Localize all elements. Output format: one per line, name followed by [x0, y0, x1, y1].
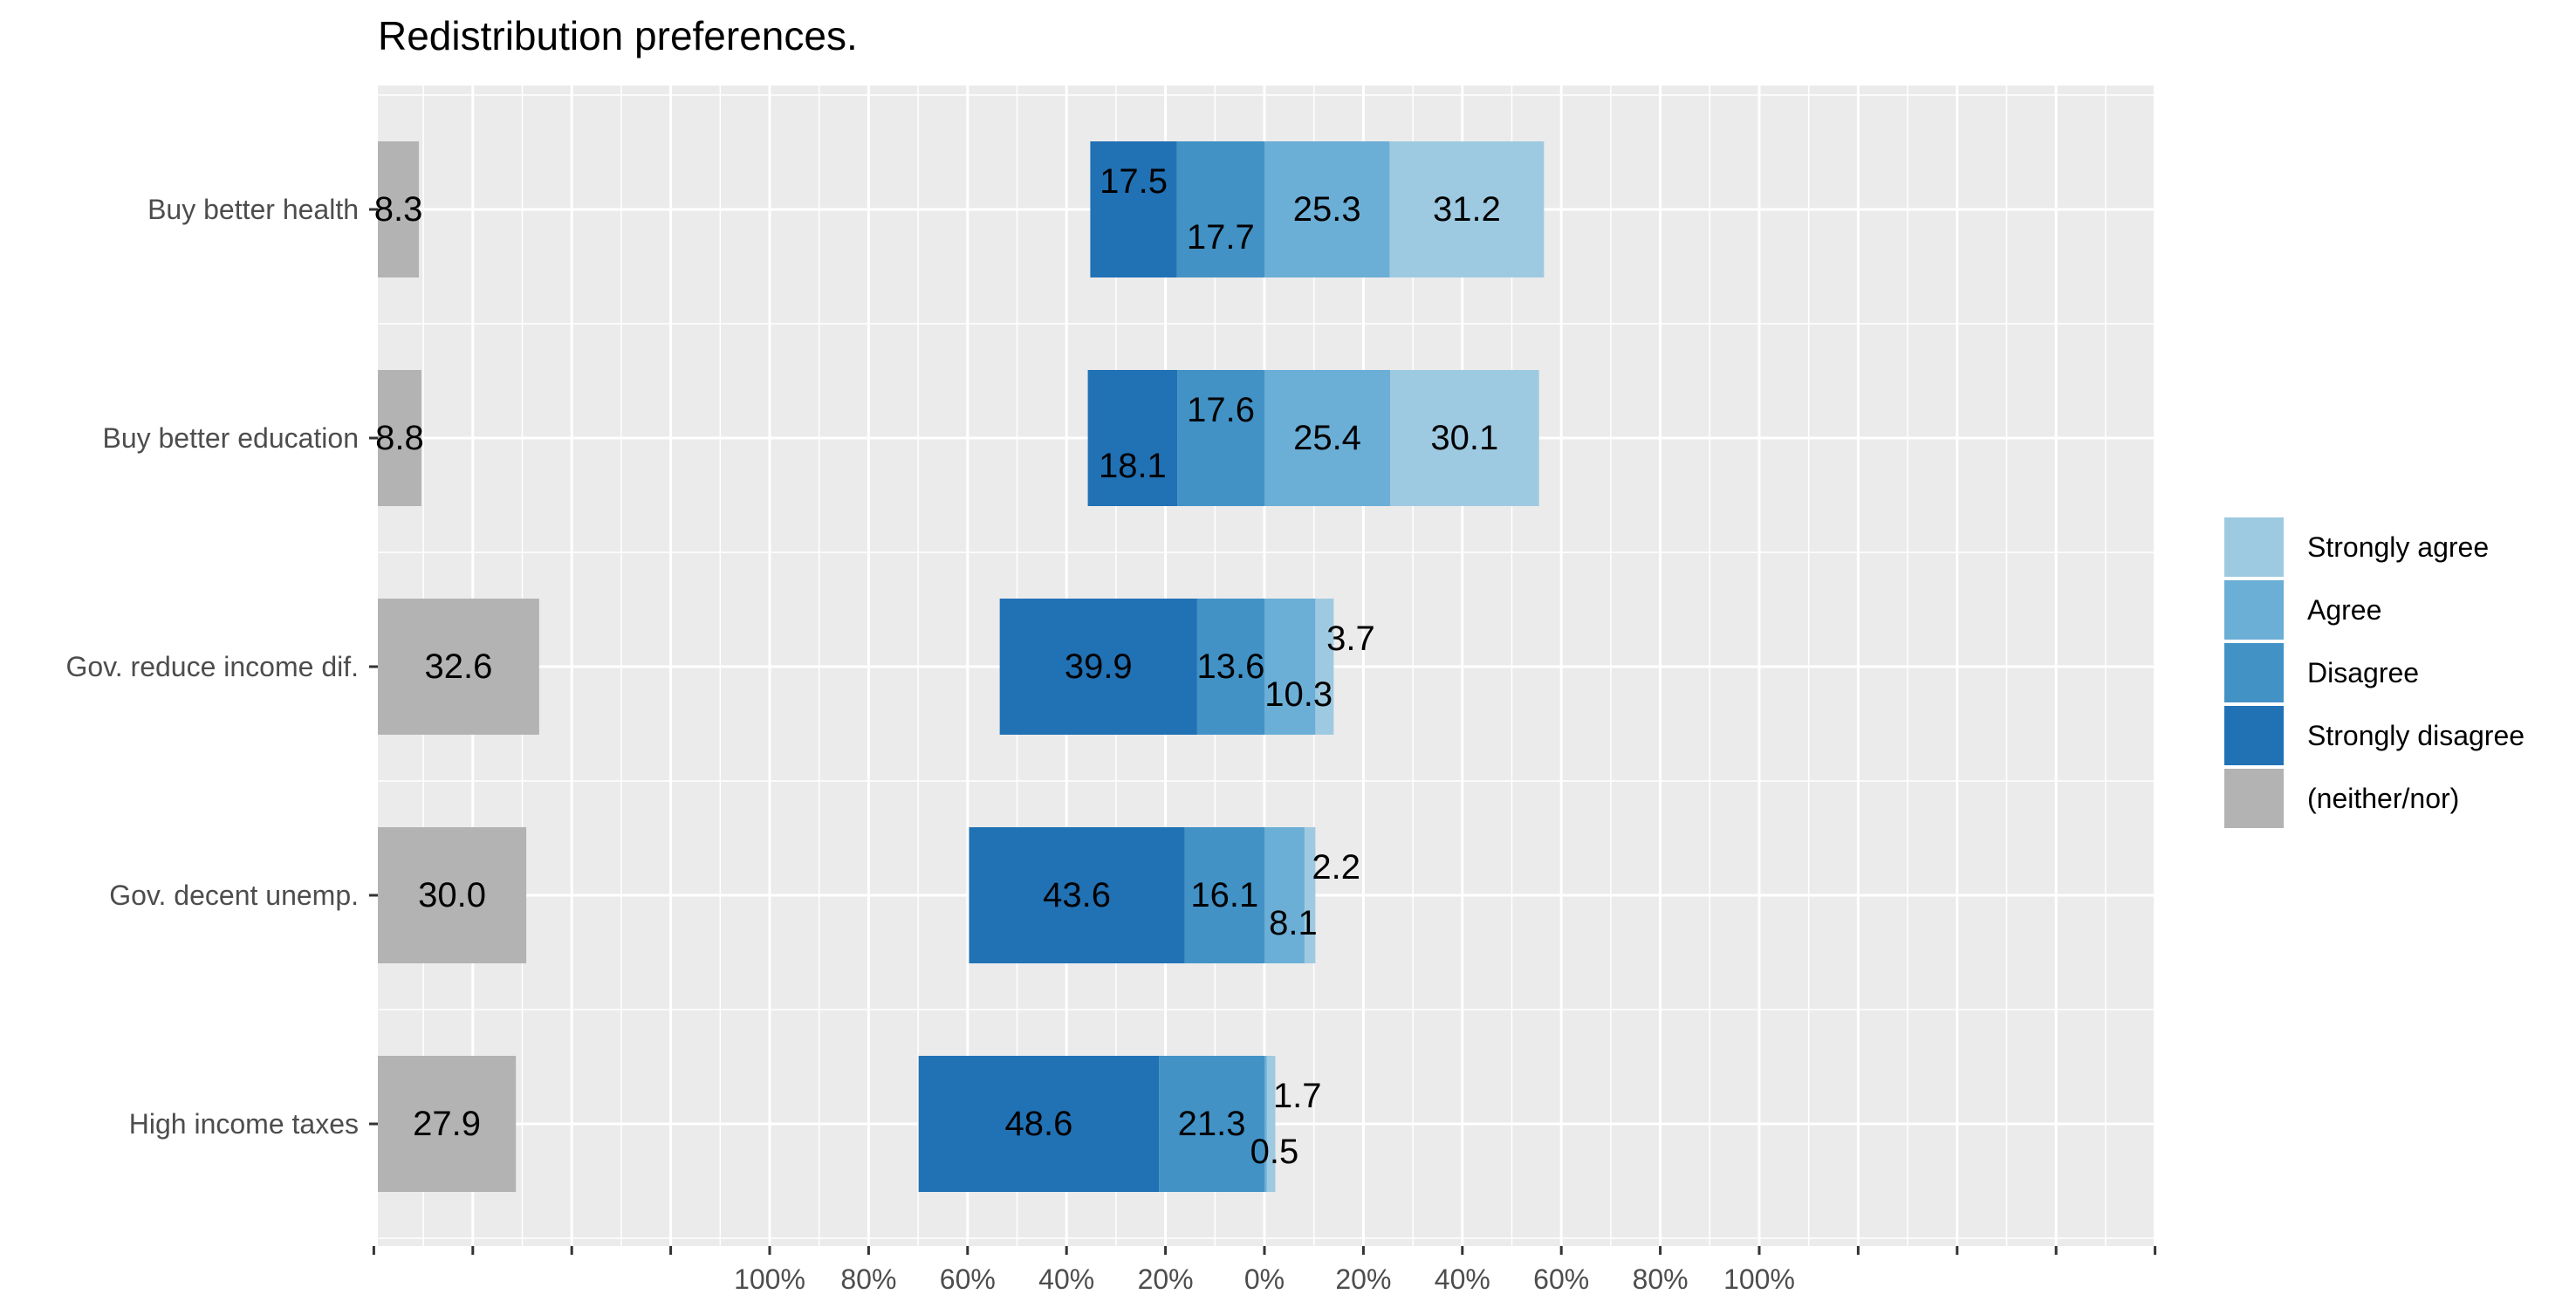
- bar-agree: [1264, 1056, 1267, 1192]
- label-strongly-disagree: 39.9: [1065, 647, 1133, 686]
- label-agree: 25.4: [1293, 419, 1361, 457]
- x-tick-label: 100%: [1723, 1263, 1795, 1295]
- bar-neither-nor: [378, 599, 539, 735]
- bar-agree: [1264, 141, 1390, 277]
- label-agree: 10.3: [1264, 675, 1333, 714]
- bar-disagree: [1159, 1056, 1264, 1192]
- legend-key-strongly-disagree: [2223, 704, 2285, 767]
- bar-strongly-disagree: [918, 1056, 1160, 1192]
- bar-disagree: [1196, 599, 1264, 735]
- label-neither-nor: 8.3: [374, 190, 423, 229]
- x-tick-label: 40%: [1435, 1263, 1490, 1295]
- category-label-gov-reduce-income-dif: Gov. reduce income dif.: [65, 651, 359, 682]
- legend-label-strongly-disagree: Strongly disagree: [2307, 720, 2525, 751]
- bar-strongly-agree: [1390, 370, 1539, 506]
- x-tick-label: 20%: [1335, 1263, 1391, 1295]
- bar-strongly-agree: [1315, 599, 1334, 735]
- label-disagree: 17.7: [1187, 218, 1255, 257]
- x-tick-label: 100%: [734, 1263, 805, 1295]
- x-tick-label: 60%: [940, 1263, 996, 1295]
- label-strongly-disagree: 48.6: [1005, 1105, 1073, 1143]
- label-strongly-disagree: 43.6: [1043, 876, 1111, 914]
- x-tick-label: 80%: [1633, 1263, 1689, 1295]
- x-tick-label: 60%: [1533, 1263, 1589, 1295]
- label-agree: 0.5: [1250, 1133, 1299, 1171]
- label-agree: 8.1: [1269, 904, 1318, 942]
- bar-agree: [1264, 370, 1391, 506]
- label-agree: 25.3: [1293, 190, 1361, 229]
- category-label-buy-better-education: Buy better education: [102, 422, 359, 454]
- bar-agree: [1264, 827, 1305, 963]
- bar-strongly-disagree: [999, 599, 1197, 735]
- bar-disagree: [1184, 827, 1264, 963]
- legend-key-disagree: [2223, 641, 2285, 704]
- bar-strongly-agree: [1389, 141, 1545, 277]
- x-tick-label: 40%: [1038, 1263, 1094, 1295]
- chart-title: Redistribution preferences.: [378, 13, 858, 58]
- bar-strongly-agree: [1266, 1056, 1276, 1192]
- label-neither-nor: 8.8: [375, 419, 424, 457]
- label-neither-nor: 27.9: [413, 1105, 481, 1143]
- category-label-high-income-taxes: High income taxes: [129, 1108, 359, 1140]
- bar-strongly-disagree: [1087, 370, 1178, 506]
- bar-disagree: [1176, 141, 1264, 277]
- bar-strongly-agree: [1304, 827, 1316, 963]
- legend-key-strongly-agree: [2223, 516, 2285, 579]
- label-neither-nor: 30.0: [418, 876, 486, 914]
- x-tick-label: 0%: [1244, 1263, 1285, 1295]
- label-disagree: 13.6: [1197, 647, 1265, 686]
- x-tick-label: 20%: [1138, 1263, 1194, 1295]
- legend-label-disagree: Disagree: [2307, 657, 2419, 688]
- bar-strongly-disagree: [969, 827, 1185, 963]
- bar-neither-nor: [378, 370, 421, 506]
- label-strongly-agree: 3.7: [1326, 620, 1375, 658]
- bar-agree: [1264, 599, 1316, 735]
- bar-disagree: [1177, 370, 1264, 506]
- label-strongly-agree: 1.7: [1273, 1077, 1322, 1115]
- label-strongly-agree: 2.2: [1312, 848, 1360, 887]
- label-neither-nor: 32.6: [424, 647, 492, 686]
- bar-neither-nor: [378, 141, 420, 277]
- bar-neither-nor: [378, 827, 527, 963]
- label-disagree: 16.1: [1190, 876, 1258, 914]
- label-disagree: 21.3: [1178, 1105, 1246, 1143]
- legend-label-agree: Agree: [2307, 594, 2381, 626]
- label-strongly-disagree: 18.1: [1099, 447, 1167, 485]
- legend-label-neither-nor: (neither/nor): [2307, 783, 2459, 814]
- category-label-buy-better-health: Buy better health: [147, 194, 359, 225]
- label-disagree: 17.6: [1187, 391, 1255, 429]
- bar-neither-nor: [378, 1056, 517, 1192]
- bar-strongly-disagree: [1090, 141, 1177, 277]
- legend-label-strongly-agree: Strongly agree: [2307, 531, 2489, 563]
- label-strongly-agree: 31.2: [1433, 190, 1501, 229]
- legend-key-neither-nor: [2223, 767, 2285, 830]
- label-strongly-agree: 30.1: [1430, 419, 1498, 457]
- label-strongly-disagree: 17.5: [1100, 162, 1168, 201]
- category-label-gov-decent-unemp: Gov. decent unemp.: [109, 880, 359, 911]
- x-tick-label: 80%: [840, 1263, 896, 1295]
- legend-key-agree: [2223, 579, 2285, 641]
